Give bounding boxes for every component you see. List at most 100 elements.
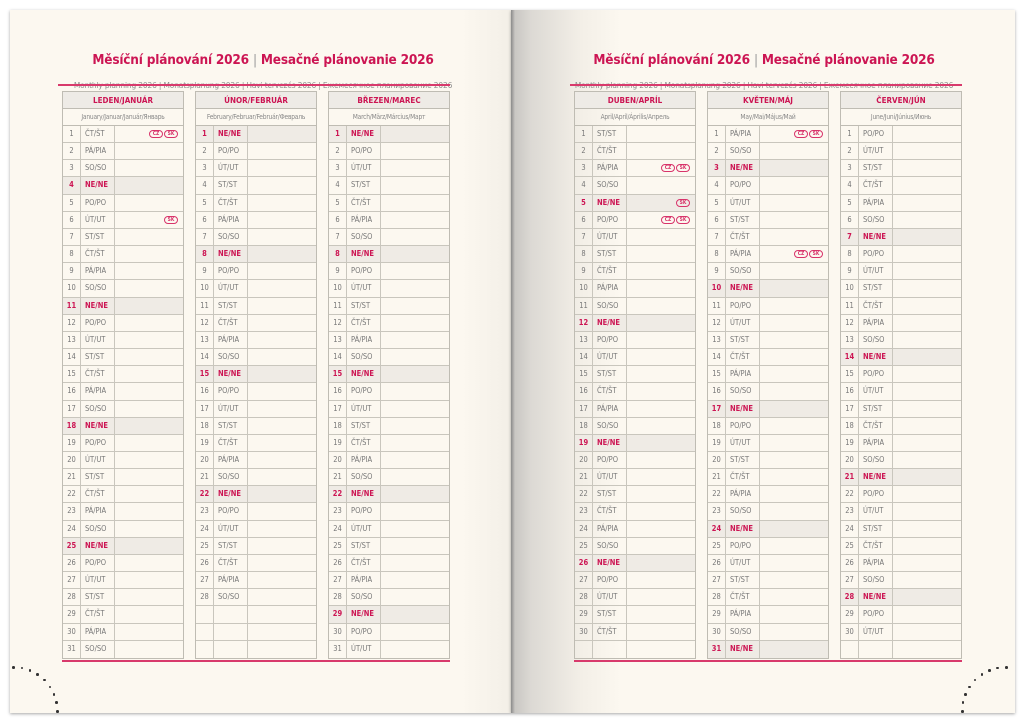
day-row[interactable]: 14 NE/NE [841, 349, 961, 367]
note-cell[interactable] [115, 452, 183, 468]
note-cell[interactable] [760, 486, 828, 502]
note-cell[interactable] [760, 435, 828, 451]
day-row[interactable]: 14 ST/ST [63, 349, 183, 367]
note-cell[interactable] [627, 332, 695, 348]
day-row[interactable]: 23 PO/PO [329, 503, 449, 521]
day-row[interactable]: 31 SO/SO [63, 640, 183, 658]
note-cell[interactable] [381, 366, 449, 382]
day-row[interactable]: 1 ČT/ŠT CZ SK [63, 126, 183, 144]
note-cell[interactable] [760, 332, 828, 348]
day-row[interactable]: 24 PÁ/PIA [575, 520, 695, 538]
note-cell[interactable] [115, 143, 183, 159]
day-row[interactable]: 27 PÁ/PIA [196, 572, 316, 590]
day-row[interactable]: 21 ČT/ŠT [708, 469, 828, 487]
note-cell[interactable] [248, 418, 316, 434]
note-cell[interactable] [248, 366, 316, 382]
day-row[interactable]: 8 PÁ/PIA CZ SK [708, 246, 828, 264]
day-row[interactable]: 4 NE/NE [63, 177, 183, 195]
day-row[interactable]: 7 ČT/ŠT [708, 228, 828, 247]
day-row[interactable]: 22 PO/PO [841, 486, 961, 504]
day-row[interactable]: 5 ÚT/UT [708, 194, 828, 212]
day-row[interactable]: 30 ČT/ŠT [575, 623, 695, 641]
day-row[interactable]: 28 ČT/ŠT [708, 589, 828, 607]
day-row[interactable]: 21 ST/ST [63, 469, 183, 487]
note-cell[interactable] [893, 315, 961, 331]
note-cell[interactable] [893, 177, 961, 193]
day-row[interactable]: 5 ČT/ŠT [329, 194, 449, 212]
note-cell[interactable] [248, 280, 316, 296]
note-cell[interactable] [248, 452, 316, 468]
day-row[interactable]: 29 PO/PO [841, 606, 961, 624]
note-cell[interactable] [248, 298, 316, 314]
note-cell[interactable] [248, 401, 316, 417]
note-cell[interactable] [627, 315, 695, 331]
note-cell[interactable] [115, 538, 183, 554]
day-row[interactable]: 3 PÁ/PIA CZ SK [575, 160, 695, 178]
note-cell[interactable] [248, 435, 316, 451]
note-cell[interactable] [248, 503, 316, 519]
day-row[interactable]: 15 ČT/ŠT [63, 366, 183, 384]
day-row[interactable]: 1 NE/NE [196, 126, 316, 144]
day-row[interactable]: 4 ST/ST [329, 177, 449, 195]
note-cell[interactable] [248, 572, 316, 588]
note-cell[interactable] [381, 160, 449, 176]
note-cell[interactable] [381, 246, 449, 262]
day-row[interactable]: 28 SO/SO [329, 589, 449, 607]
note-cell[interactable] [627, 555, 695, 571]
note-cell[interactable] [248, 589, 316, 605]
note-cell[interactable] [627, 452, 695, 468]
note-cell[interactable] [115, 624, 183, 640]
day-row[interactable]: 15 NE/NE [329, 366, 449, 384]
day-row[interactable]: 26 PO/PO [63, 554, 183, 573]
note-cell[interactable] [627, 435, 695, 451]
day-row[interactable]: 6 PO/PO CZ SK [575, 211, 695, 229]
note-cell[interactable] [381, 263, 449, 279]
day-row[interactable]: 13 PO/PO [575, 331, 695, 350]
note-cell[interactable]: SK [627, 195, 695, 211]
note-cell[interactable] [248, 469, 316, 485]
note-cell[interactable] [893, 589, 961, 605]
note-cell[interactable] [248, 246, 316, 262]
day-row[interactable]: 17 NE/NE [708, 400, 828, 418]
day-row[interactable]: 25 ČT/ŠT [841, 537, 961, 555]
day-row[interactable]: 6 ÚT/UT SK [63, 211, 183, 229]
note-cell[interactable] [627, 383, 695, 399]
note-cell[interactable] [893, 195, 961, 211]
note-cell[interactable] [893, 401, 961, 417]
note-cell[interactable] [893, 280, 961, 296]
note-cell[interactable] [248, 315, 316, 331]
note-cell[interactable] [381, 177, 449, 193]
day-row[interactable]: 1 PO/PO [841, 126, 961, 144]
day-row[interactable]: 23 PO/PO [196, 503, 316, 521]
note-cell[interactable] [627, 298, 695, 314]
day-row[interactable]: 5 NE/NE SK [575, 194, 695, 212]
note-cell[interactable] [760, 521, 828, 537]
note-cell[interactable] [760, 160, 828, 176]
day-row[interactable]: 20 PÁ/PIA [196, 451, 316, 470]
day-row[interactable]: 23 PÁ/PIA [63, 503, 183, 521]
note-cell[interactable] [381, 195, 449, 211]
note-cell[interactable]: CZ SK [627, 212, 695, 228]
day-row[interactable]: 24 ÚT/UT [329, 520, 449, 538]
day-row[interactable]: 29 PÁ/PIA [708, 606, 828, 624]
note-cell[interactable] [760, 401, 828, 417]
note-cell[interactable] [115, 298, 183, 314]
note-cell[interactable] [760, 555, 828, 571]
note-cell[interactable] [627, 246, 695, 262]
day-row[interactable]: 27 PÁ/PIA [329, 572, 449, 590]
day-row[interactable]: 13 SO/SO [841, 331, 961, 350]
day-row[interactable]: 20 SO/SO [841, 451, 961, 470]
note-cell[interactable] [893, 246, 961, 262]
note-cell[interactable] [381, 606, 449, 622]
day-row[interactable]: 5 PO/PO [63, 194, 183, 212]
note-cell[interactable] [381, 486, 449, 502]
note-cell[interactable] [760, 452, 828, 468]
day-row[interactable]: 29 ČT/ŠT [63, 606, 183, 624]
day-row[interactable]: 23 ÚT/UT [841, 503, 961, 521]
day-row[interactable]: 11 ST/ST [329, 297, 449, 315]
note-cell[interactable] [115, 246, 183, 262]
day-row[interactable]: 1 ST/ST [575, 126, 695, 144]
note-cell[interactable] [248, 383, 316, 399]
note-cell[interactable] [381, 280, 449, 296]
note-cell[interactable] [115, 486, 183, 502]
